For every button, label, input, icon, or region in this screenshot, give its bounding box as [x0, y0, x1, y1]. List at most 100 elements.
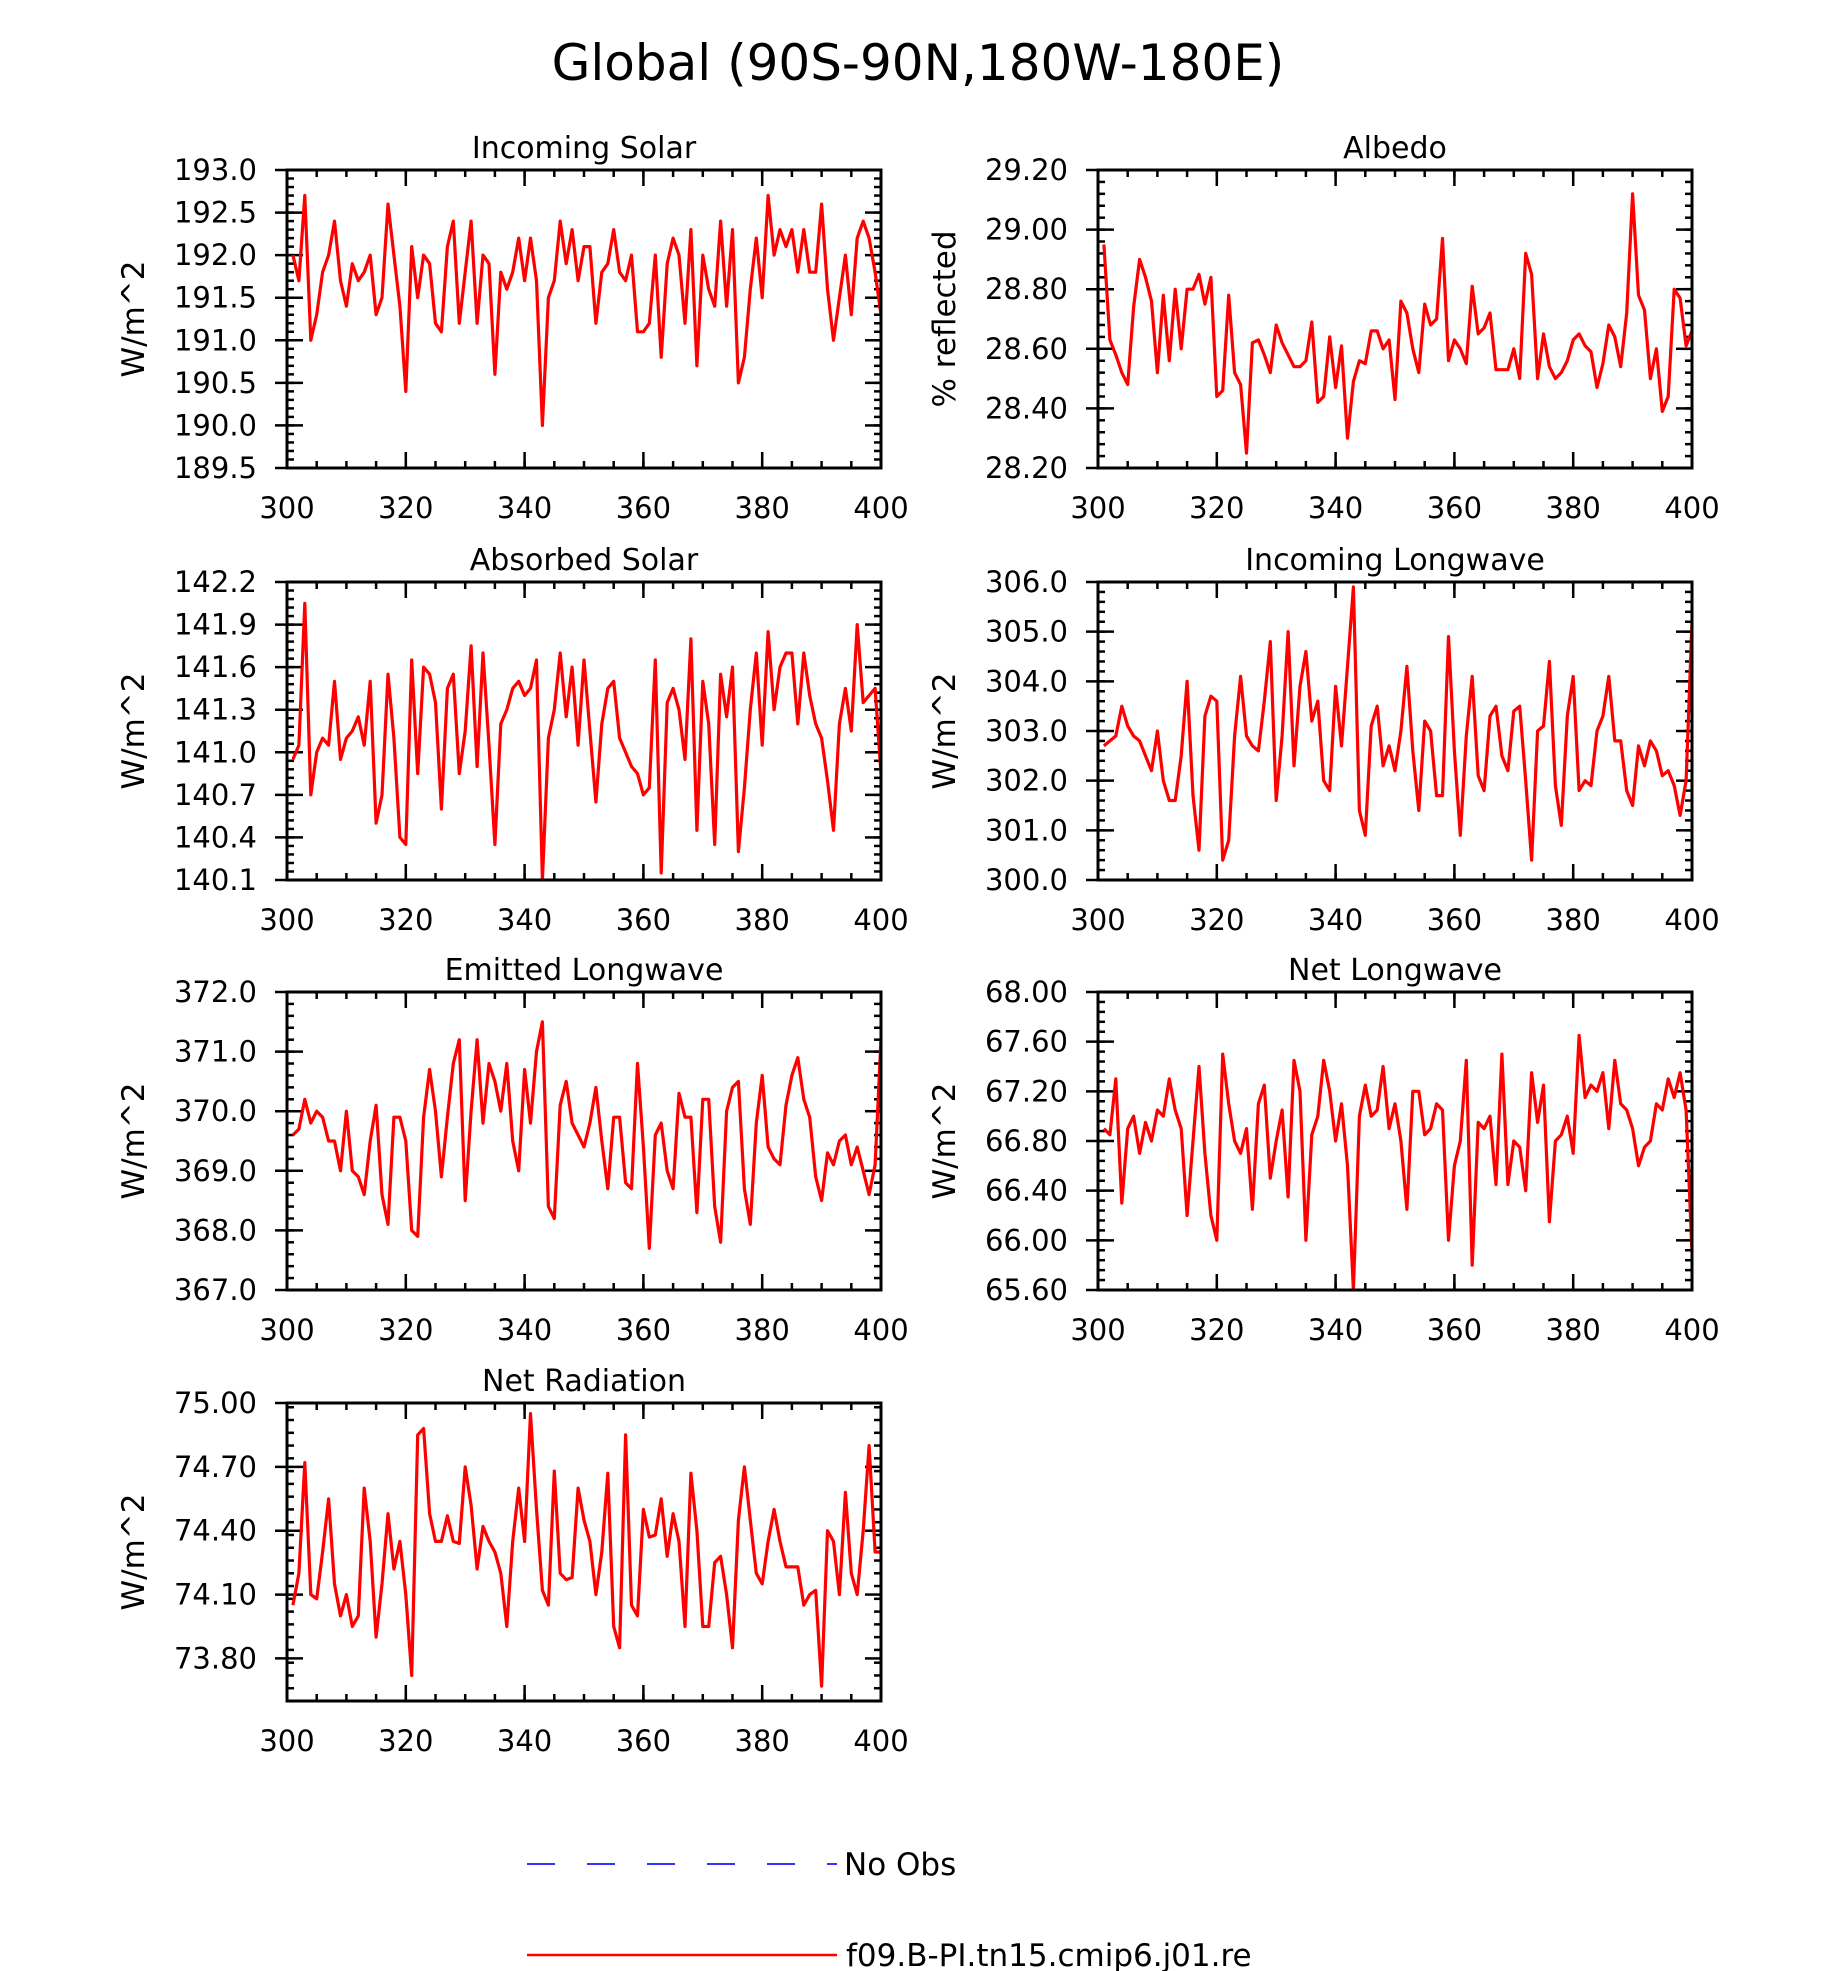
panel-albedo: Albedo % reflected 300 320 340 360 380 400 29.20… — [927, 131, 1720, 525]
chart-panels: Incoming Solar W/m^2 300 320 340 360 380 400 193… — [116, 131, 1720, 1758]
x-tick-label: 320 — [378, 491, 433, 525]
y-tick-label: 371.0 — [174, 1035, 257, 1069]
y-tick-label: 190.0 — [174, 408, 257, 442]
y-tick-label: 192.0 — [174, 238, 257, 272]
x-tick-label: 360 — [616, 1313, 671, 1347]
y-tick-label: 140.7 — [174, 778, 257, 812]
x-tick-label: 320 — [1189, 491, 1244, 525]
x-tick-label: 340 — [497, 1313, 552, 1347]
y-tick-label: 372.0 — [174, 975, 257, 1009]
series-line — [291, 1411, 881, 1688]
x-tick-label: 400 — [1664, 491, 1719, 525]
x-tick-label: 300 — [259, 491, 314, 525]
x-tick-label: 360 — [616, 1724, 671, 1758]
plot-frame — [285, 990, 883, 1292]
panel-title: Net Longwave — [1288, 953, 1502, 988]
series-line — [1102, 1033, 1694, 1292]
y-axis-label: W/m^2 — [116, 261, 152, 378]
panel-incoming-longwave: Incoming Longwave W/m^2 300 320 340 360 380 400… — [927, 543, 1720, 937]
y-axis-label: W/m^2 — [116, 1494, 152, 1611]
panel-net-longwave: Net Longwave W/m^2 300 320 340 360 380 400 68.00… — [927, 953, 1720, 1347]
x-tick-label: 340 — [497, 1724, 552, 1758]
panel-net-radiation: Net Radiation W/m^2 300 320 340 360 380 400 75.0… — [116, 1364, 909, 1758]
legend-case-label: f09.B-PI.tn15.cmip6.j01.re — [846, 1938, 1252, 1971]
x-tick-label: 380 — [735, 1313, 790, 1347]
y-tick-label: 370.0 — [174, 1094, 257, 1128]
panel-title: Absorbed Solar — [470, 543, 699, 578]
y-tick-label: 28.20 — [985, 451, 1068, 485]
x-tick-label: 400 — [1664, 903, 1719, 937]
x-tick-label: 360 — [1427, 1313, 1482, 1347]
series-line — [291, 601, 883, 882]
y-axis-label: W/m^2 — [116, 1083, 152, 1200]
plot-frame — [1096, 580, 1694, 882]
y-axis-label: W/m^2 — [927, 673, 963, 790]
plot-frame — [285, 580, 883, 882]
y-tick-label: 29.20 — [985, 153, 1068, 187]
series-line — [1102, 585, 1694, 862]
x-tick-label: 300 — [259, 903, 314, 937]
panel-title: Incoming Solar — [472, 131, 697, 166]
y-tick-label: 303.0 — [985, 714, 1068, 748]
y-tick-label: 300.0 — [985, 863, 1068, 897]
y-tick-label: 368.0 — [174, 1213, 257, 1247]
y-tick-label: 66.00 — [985, 1223, 1068, 1257]
x-tick-label: 400 — [853, 491, 908, 525]
y-axis-label: W/m^2 — [927, 1083, 963, 1200]
x-tick-label: 380 — [1546, 1313, 1601, 1347]
x-tick-label: 380 — [1546, 491, 1601, 525]
panel-title: Albedo — [1343, 131, 1447, 166]
y-tick-label: 66.40 — [985, 1174, 1068, 1208]
panel-title: Incoming Longwave — [1245, 543, 1545, 578]
y-tick-label: 65.60 — [985, 1273, 1068, 1307]
y-tick-label: 141.6 — [174, 650, 257, 684]
y-tick-label: 68.00 — [985, 975, 1068, 1009]
plot-frame — [1096, 990, 1694, 1292]
panel-title: Net Radiation — [482, 1364, 686, 1399]
x-tick-label: 380 — [735, 903, 790, 937]
panel-title: Emitted Longwave — [445, 953, 724, 988]
y-tick-label: 301.0 — [985, 813, 1068, 847]
x-tick-label: 360 — [1427, 491, 1482, 525]
panel-incoming-solar: Incoming Solar W/m^2 300 320 340 360 380 400 193… — [116, 131, 909, 525]
x-tick-label: 360 — [616, 903, 671, 937]
x-tick-label: 300 — [1070, 1313, 1125, 1347]
y-tick-label: 142.2 — [174, 565, 257, 599]
x-tick-label: 400 — [1664, 1313, 1719, 1347]
x-tick-label: 320 — [1189, 903, 1244, 937]
legend: No Obs f09.B-PI.tn15.cmip6.j01.re — [527, 1847, 1252, 1971]
y-tick-label: 75.00 — [174, 1386, 257, 1420]
plot-frame — [285, 1401, 883, 1703]
x-tick-label: 340 — [1308, 1313, 1363, 1347]
x-tick-label: 320 — [1189, 1313, 1244, 1347]
y-tick-label: 193.0 — [174, 153, 257, 187]
x-tick-label: 300 — [259, 1724, 314, 1758]
panel-emitted-longwave: Emitted Longwave W/m^2 300 320 340 360 380 400 3… — [116, 953, 909, 1347]
y-tick-label: 302.0 — [985, 764, 1068, 798]
y-tick-label: 73.80 — [174, 1641, 257, 1675]
y-tick-label: 28.60 — [985, 332, 1068, 366]
x-tick-label: 380 — [735, 1724, 790, 1758]
panel-absorbed-solar: Absorbed Solar W/m^2 300 320 340 360 380 400 142… — [116, 543, 909, 937]
x-tick-label: 360 — [1427, 903, 1482, 937]
y-tick-label: 369.0 — [174, 1154, 257, 1188]
x-tick-label: 320 — [378, 1313, 433, 1347]
y-tick-label: 306.0 — [985, 565, 1068, 599]
figure-title: Global (90S-90N,180W-180E) — [552, 34, 1285, 92]
y-tick-label: 74.70 — [174, 1450, 257, 1484]
y-tick-label: 140.4 — [174, 820, 257, 854]
x-tick-label: 400 — [853, 1724, 908, 1758]
x-tick-label: 400 — [853, 903, 908, 937]
y-tick-label: 191.5 — [174, 281, 257, 315]
x-tick-label: 300 — [1070, 903, 1125, 937]
y-tick-label: 305.0 — [985, 615, 1068, 649]
series-line — [1102, 192, 1694, 455]
x-tick-label: 340 — [497, 903, 552, 937]
y-tick-label: 191.0 — [174, 323, 257, 357]
y-tick-label: 67.20 — [985, 1074, 1068, 1108]
y-tick-label: 141.3 — [174, 693, 257, 727]
y-axis-label: % reflected — [927, 231, 963, 408]
y-tick-label: 29.00 — [985, 213, 1068, 247]
x-tick-label: 340 — [1308, 903, 1363, 937]
